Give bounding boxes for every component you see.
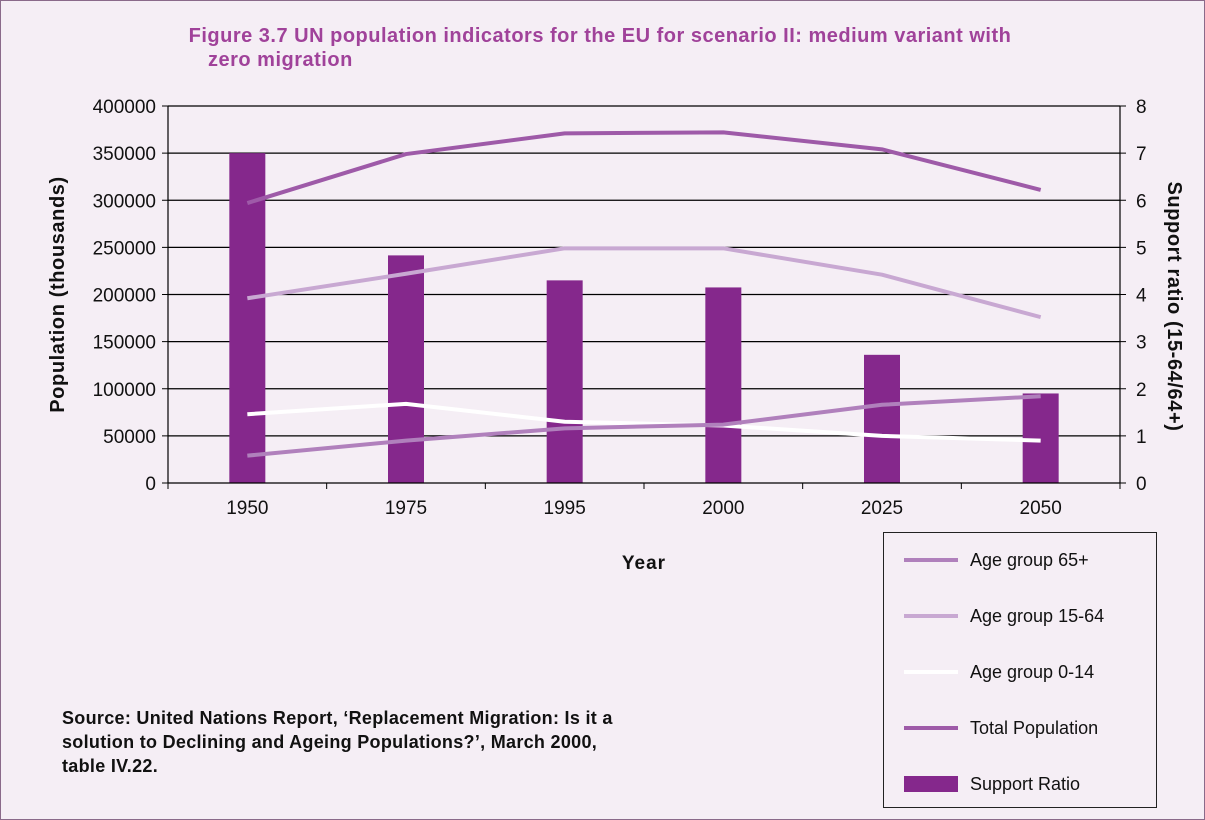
y-tick-label-left: 400000 [93,97,156,118]
y-tick-label-left: 100000 [93,380,156,401]
line-age-group-15-64 [247,246,1042,320]
y-tick-label-right: 5 [1136,238,1147,259]
x-tick-label: 2025 [861,498,903,519]
x-tick-label: 1975 [385,498,427,519]
legend-label: Total Population [970,718,1099,738]
x-axis-title: Year [622,553,666,574]
legend-item: Age group 0-14 [884,657,1156,687]
bar-support-ratio [546,280,583,483]
y-axis-title-right: Support ratio (15-64/64+) [1163,181,1185,431]
line-age-group-65- [247,394,1041,458]
y-tick-label-right: 2 [1136,380,1147,401]
legend-swatch [904,670,958,674]
y-axis-title-left: Population (thousands) [47,176,69,413]
legend-swatch [904,726,958,730]
legend-item: Age group 15-64 [884,601,1156,631]
line-age-group-0-14 [247,401,1041,443]
source-line2: solution to Declining and Ageing Populat… [62,732,598,752]
legend-label: Age group 65+ [970,550,1089,570]
chart-title-line2: zero migration [208,49,353,71]
bar-support-ratio [864,354,900,483]
y-tick-label-right: 7 [1136,144,1147,165]
bar-support-ratio [705,287,742,483]
legend-swatch [904,776,958,792]
chart-title: Figure 3.7 UN population indicators for … [40,24,1160,72]
legend-item: Total Population [884,713,1156,743]
y-tick-label-right: 0 [1136,474,1147,495]
y-tick-label-right: 3 [1136,333,1147,354]
x-tick-label: 1950 [226,498,268,519]
legend-item: Age group 65+ [884,545,1156,575]
source-line1: Source: United Nations Report, ‘Replacem… [62,708,613,728]
y-tick-label-right: 6 [1136,191,1147,212]
x-tick-label: 2000 [702,498,744,519]
line-total-population [246,130,1042,205]
y-tick-label-left: 50000 [103,427,156,448]
x-tick-label: 2050 [1020,498,1062,519]
y-tick-label-right: 8 [1136,97,1147,118]
chart-legend: Age group 65+ Age group 15-64 Age group 0-… [883,532,1157,808]
legend-label: Age group 15-64 [970,606,1105,626]
y-tick-label-right: 1 [1136,427,1147,448]
source-note: Source: United Nations Report, ‘Replacem… [62,706,842,778]
y-tick-label-left: 0 [145,474,156,495]
legend-item: Support Ratio [884,769,1156,799]
source-line3: table IV.22. [62,756,158,776]
legend-swatch [904,614,958,618]
y-tick-label-left: 350000 [93,144,156,165]
chart-title-line1: Figure 3.7 UN population indicators for … [188,25,1012,47]
y-tick-label-left: 150000 [93,333,156,354]
y-tick-label-left: 300000 [93,191,156,212]
legend-swatch [904,558,958,562]
y-tick-label-left: 200000 [93,286,156,307]
bar-support-ratio [388,255,424,483]
legend-label: Age group 0-14 [970,662,1095,682]
legend-label: Support Ratio [970,774,1081,794]
y-tick-label-left: 250000 [93,238,156,259]
y-tick-label-right: 4 [1136,286,1147,307]
x-tick-label: 1995 [544,498,586,519]
bar-support-ratio [229,153,266,483]
